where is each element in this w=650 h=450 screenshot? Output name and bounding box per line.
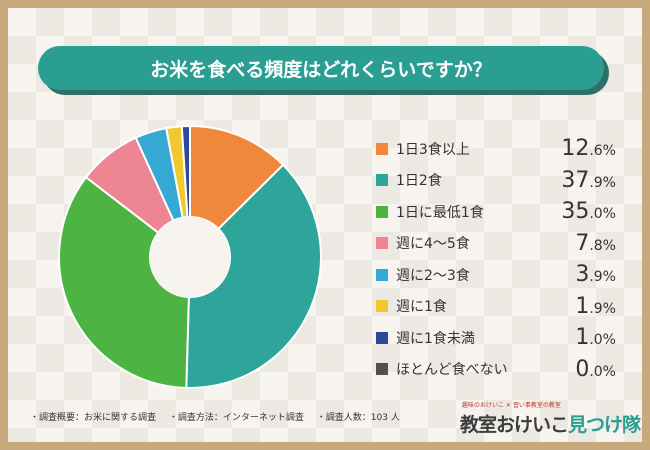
- legend-item: 1日3食以上 12.6%: [376, 133, 616, 165]
- legend-swatch: [376, 363, 388, 376]
- legend-label: 週に1食: [396, 299, 447, 316]
- brand-tagline: 趣味のおけいこ ✕ 習い事教室の教室: [462, 402, 561, 409]
- donut-chart: [58, 125, 322, 389]
- legend-label: 週に1食未満: [396, 330, 475, 347]
- chart-legend: 1日3食以上 12.6% 1日2食 37.9% 1日に最低1食 35.0% 週に4〜5食 7.…: [376, 133, 616, 385]
- legend-item: 週に1食 1.9%: [376, 291, 616, 323]
- chart-card: お米を食べる頻度はどれくらいですか？ 1日3食以上 12.6% 1日2食 37.9% 1…: [8, 8, 642, 442]
- legend-swatch: [376, 331, 388, 344]
- legend-item: ほとんど食べない 0.0%: [376, 354, 616, 386]
- brand-name-a: 教室おけいこ: [460, 414, 569, 436]
- legend-value: 37.9%: [561, 167, 616, 193]
- legend-swatch: [376, 300, 388, 313]
- legend-value: 1.0%: [575, 325, 616, 351]
- survey-footer: ・調査概要：お米に関する調査 ・調査方法：インターネット調査 ・調査人数：103…: [30, 410, 410, 423]
- legend-label: 週に2〜3食: [396, 267, 470, 284]
- brand-logo: 趣味のおけいこ ✕ 習い事教室の教室 教室おけいこ見つけ隊: [460, 400, 641, 440]
- legend-swatch: [376, 174, 388, 187]
- legend-swatch: [376, 237, 388, 250]
- survey-count: ・調査人数：103 人: [316, 413, 400, 423]
- chart-title: お米を食べる頻度はどれくらいですか？: [38, 46, 604, 90]
- legend-swatch: [376, 205, 388, 218]
- legend-swatch: [376, 268, 388, 281]
- legend-label: 週に4〜5食: [396, 236, 470, 253]
- legend-item: 週に4〜5食 7.8%: [376, 228, 616, 260]
- legend-item: 週に1食未満 1.0%: [376, 322, 616, 354]
- legend-value: 3.9%: [575, 262, 616, 288]
- brand-name: 教室おけいこ見つけ隊: [460, 410, 641, 437]
- legend-label: ほとんど食べない: [396, 362, 508, 379]
- donut-hole: [150, 217, 230, 297]
- legend-item: 1日に最低1食 35.0%: [376, 196, 616, 228]
- legend-item: 1日2食 37.9%: [376, 165, 616, 197]
- brand-name-b: 見つけ隊: [568, 414, 641, 436]
- legend-label: 1日2食: [396, 173, 442, 190]
- survey-overview: ・調査概要：お米に関する調査: [30, 413, 157, 423]
- legend-value: 12.6%: [561, 136, 616, 162]
- survey-method: ・調査方法：インターネット調査: [168, 413, 304, 423]
- legend-item: 週に2〜3食 3.9%: [376, 259, 616, 291]
- legend-swatch: [376, 142, 388, 155]
- legend-value: 7.8%: [575, 230, 616, 256]
- legend-label: 1日に最低1食: [396, 204, 484, 221]
- legend-value: 0.0%: [575, 356, 616, 382]
- legend-value: 1.9%: [575, 293, 616, 319]
- legend-value: 35.0%: [561, 199, 616, 225]
- legend-label: 1日3食以上: [396, 141, 470, 158]
